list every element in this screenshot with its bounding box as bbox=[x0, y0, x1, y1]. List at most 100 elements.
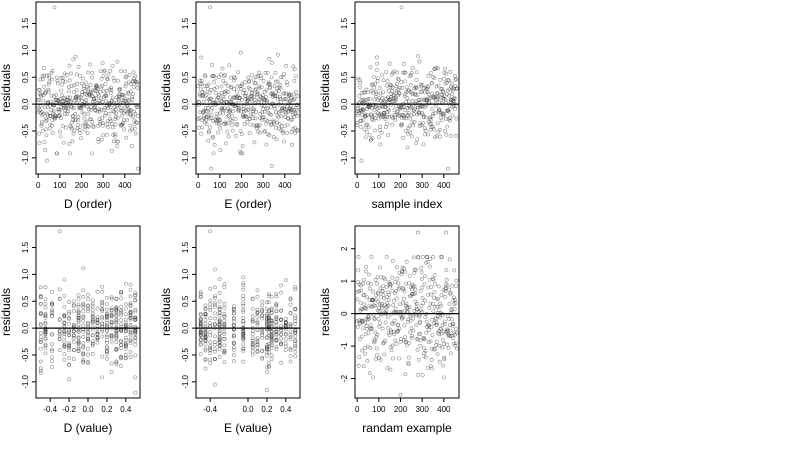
data-point bbox=[260, 309, 265, 314]
data-point bbox=[43, 332, 48, 337]
data-point bbox=[412, 112, 416, 117]
y-tick-label: -1.0 bbox=[21, 374, 30, 388]
data-point bbox=[133, 353, 138, 358]
data-point bbox=[46, 82, 51, 87]
data-point bbox=[41, 66, 46, 71]
data-point bbox=[43, 148, 48, 152]
data-point bbox=[421, 142, 426, 147]
data-point bbox=[113, 107, 118, 112]
data-point bbox=[100, 84, 104, 88]
y-axis-title: residuals bbox=[159, 288, 173, 336]
data-point bbox=[239, 109, 244, 114]
data-point bbox=[95, 319, 100, 324]
data-point bbox=[109, 320, 114, 325]
data-point bbox=[365, 113, 370, 117]
data-point bbox=[443, 286, 448, 291]
data-point bbox=[250, 112, 255, 117]
data-point bbox=[57, 348, 62, 353]
data-point bbox=[124, 135, 129, 140]
data-point bbox=[398, 392, 403, 397]
data-point bbox=[50, 309, 54, 314]
data-point bbox=[423, 128, 428, 133]
data-point bbox=[119, 304, 123, 309]
data-point bbox=[222, 285, 227, 290]
data-point bbox=[57, 129, 62, 134]
x-tick-label: 0 bbox=[36, 181, 41, 190]
data-point bbox=[95, 306, 100, 311]
data-point bbox=[253, 101, 258, 106]
data-point bbox=[69, 127, 74, 131]
data-point bbox=[447, 287, 452, 292]
data-point bbox=[403, 269, 407, 274]
data-point bbox=[198, 337, 203, 342]
data-point bbox=[388, 328, 393, 333]
data-point bbox=[392, 332, 397, 337]
data-point bbox=[402, 323, 407, 328]
data-point bbox=[105, 311, 109, 316]
data-point bbox=[384, 83, 389, 88]
data-point bbox=[38, 293, 43, 298]
data-point bbox=[429, 357, 434, 362]
data-point bbox=[81, 341, 86, 346]
data-point bbox=[358, 300, 363, 305]
data-point bbox=[260, 327, 265, 331]
data-point bbox=[390, 343, 395, 348]
data-point bbox=[250, 90, 255, 95]
data-point bbox=[105, 349, 109, 354]
data-point bbox=[448, 118, 453, 123]
data-point bbox=[61, 79, 66, 84]
data-point bbox=[274, 90, 279, 94]
data-point bbox=[114, 336, 119, 341]
data-point bbox=[125, 101, 129, 106]
data-point bbox=[213, 294, 217, 298]
data-point bbox=[59, 93, 64, 98]
data-point bbox=[427, 101, 432, 106]
data-point bbox=[213, 303, 217, 307]
data-point bbox=[396, 281, 401, 286]
data-point bbox=[291, 108, 296, 112]
data-point bbox=[404, 85, 409, 90]
data-point bbox=[288, 99, 292, 104]
data-point bbox=[128, 339, 133, 343]
data-point bbox=[266, 292, 271, 297]
data-point bbox=[271, 135, 276, 140]
data-point bbox=[363, 269, 368, 274]
data-point bbox=[76, 349, 81, 353]
x-tick-label: 0 bbox=[196, 181, 201, 190]
data-point bbox=[408, 82, 413, 87]
data-point bbox=[222, 360, 227, 364]
data-point bbox=[253, 116, 258, 121]
data-point bbox=[105, 295, 109, 300]
data-point bbox=[364, 306, 369, 311]
data-point bbox=[239, 87, 243, 92]
data-point bbox=[100, 303, 105, 308]
data-point bbox=[357, 94, 362, 98]
data-point bbox=[288, 348, 293, 353]
data-point bbox=[198, 318, 203, 323]
data-point bbox=[222, 318, 227, 323]
data-point bbox=[206, 82, 211, 87]
data-point bbox=[436, 83, 441, 88]
data-point bbox=[432, 76, 437, 81]
data-point bbox=[217, 343, 222, 348]
data-point bbox=[84, 120, 89, 124]
data-point bbox=[215, 85, 219, 90]
data-point bbox=[133, 298, 138, 302]
data-point bbox=[250, 319, 255, 324]
data-point bbox=[76, 65, 81, 69]
data-point bbox=[62, 293, 67, 298]
data-point bbox=[424, 115, 428, 120]
data-point bbox=[423, 349, 428, 353]
data-point bbox=[128, 301, 133, 306]
data-point bbox=[217, 354, 222, 359]
data-point bbox=[223, 122, 228, 126]
data-point bbox=[419, 277, 424, 281]
data-point bbox=[267, 57, 272, 61]
data-point bbox=[284, 64, 289, 68]
data-point bbox=[226, 121, 230, 126]
y-tick-label: 0.0 bbox=[340, 98, 349, 110]
data-point bbox=[293, 339, 298, 344]
data-point bbox=[422, 126, 427, 131]
data-point bbox=[207, 90, 212, 95]
data-point bbox=[211, 135, 216, 139]
